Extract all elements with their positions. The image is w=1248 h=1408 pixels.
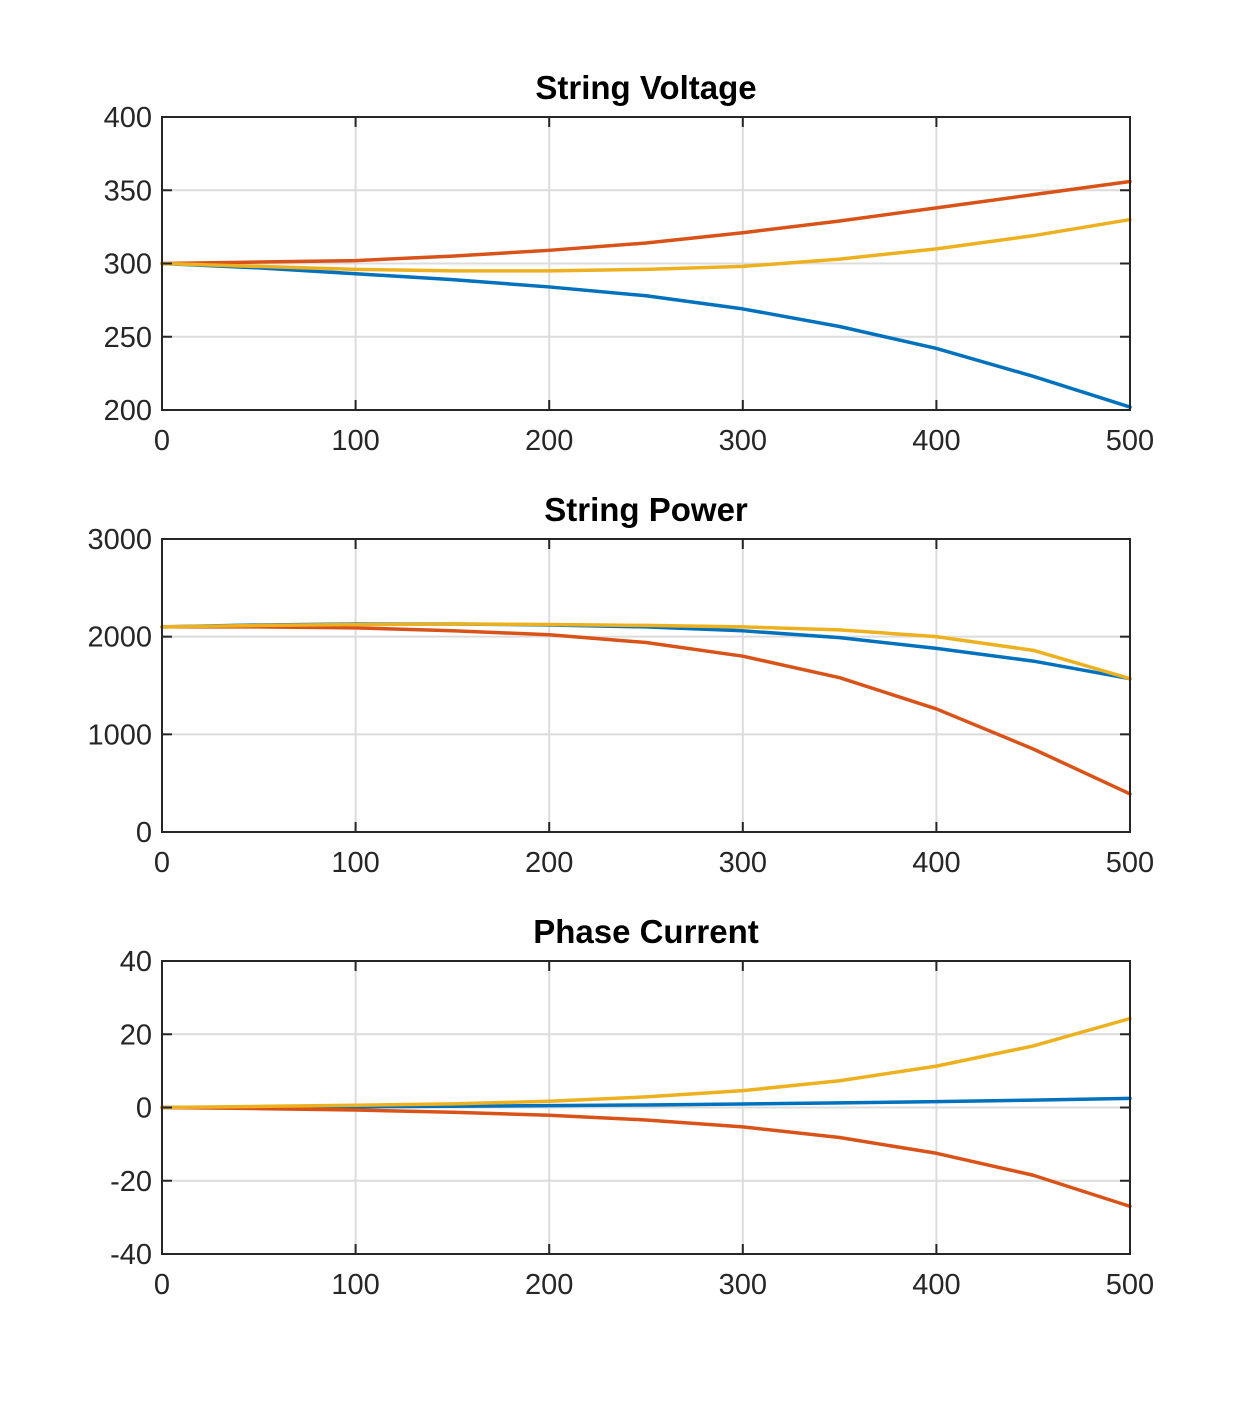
subplot-3: 0 100 200 300 400 500 -40 -20 0 20 40 Phase Current — [110, 913, 1154, 1301]
subplot-2: 0 100 200 300 400 500 0 1000 2000 3000 String Powe… — [87, 491, 1154, 879]
chart-title: Phase Current — [533, 913, 759, 950]
y-tick-label: 400 — [104, 102, 152, 134]
x-tick-label: 100 — [331, 847, 379, 879]
y-tick-label: 0 — [136, 1093, 152, 1125]
chart-title: String Voltage — [535, 69, 756, 106]
subplot-1: 0 100 200 300 400 500 200 250 300 350 400 String Vo… — [104, 69, 1155, 457]
x-tick-label: 500 — [1106, 425, 1154, 457]
y-tick-label: 40 — [120, 946, 152, 978]
x-tick-label: 200 — [525, 847, 573, 879]
y-tick-label: 1000 — [87, 719, 152, 751]
x-tick-label: 200 — [525, 425, 573, 457]
x-tick-label: 0 — [154, 425, 170, 457]
series-line-3 — [160, 1016, 1132, 1110]
x-tick-label: 100 — [331, 1269, 379, 1301]
y-tick-label: -20 — [110, 1166, 152, 1198]
y-tick-label: 250 — [104, 322, 152, 354]
axes-box — [161, 538, 1131, 833]
series-line-2 — [160, 625, 1132, 796]
series-line-1 — [160, 622, 1132, 681]
x-tick-label: 200 — [525, 1269, 573, 1301]
series-line-2 — [160, 1105, 1132, 1209]
x-tick-label: 500 — [1106, 847, 1154, 879]
y-tick-label: 20 — [120, 1019, 152, 1051]
y-tick-label: 350 — [104, 175, 152, 207]
x-tick-label: 100 — [331, 425, 379, 457]
chart-title: String Power — [544, 491, 748, 528]
x-tick-label: 400 — [912, 847, 960, 879]
x-tick-label: 400 — [912, 1269, 960, 1301]
y-tick-label: 2000 — [87, 622, 152, 654]
series-line-3 — [160, 217, 1132, 273]
x-tick-label: 500 — [1106, 1269, 1154, 1301]
x-tick-label: 300 — [719, 425, 767, 457]
y-tick-label: -40 — [110, 1239, 152, 1271]
y-tick-label: 200 — [104, 395, 152, 427]
y-tick-label: 0 — [136, 817, 152, 849]
x-tick-label: 300 — [719, 1269, 767, 1301]
series-line-1 — [160, 261, 1132, 409]
y-tick-label: 3000 — [87, 524, 152, 556]
y-tick-label: 300 — [104, 249, 152, 281]
x-tick-label: 0 — [154, 847, 170, 879]
series-line-2 — [160, 179, 1132, 266]
series-line-3 — [160, 622, 1132, 681]
x-tick-label: 300 — [719, 847, 767, 879]
x-tick-label: 400 — [912, 425, 960, 457]
x-tick-label: 0 — [154, 1269, 170, 1301]
